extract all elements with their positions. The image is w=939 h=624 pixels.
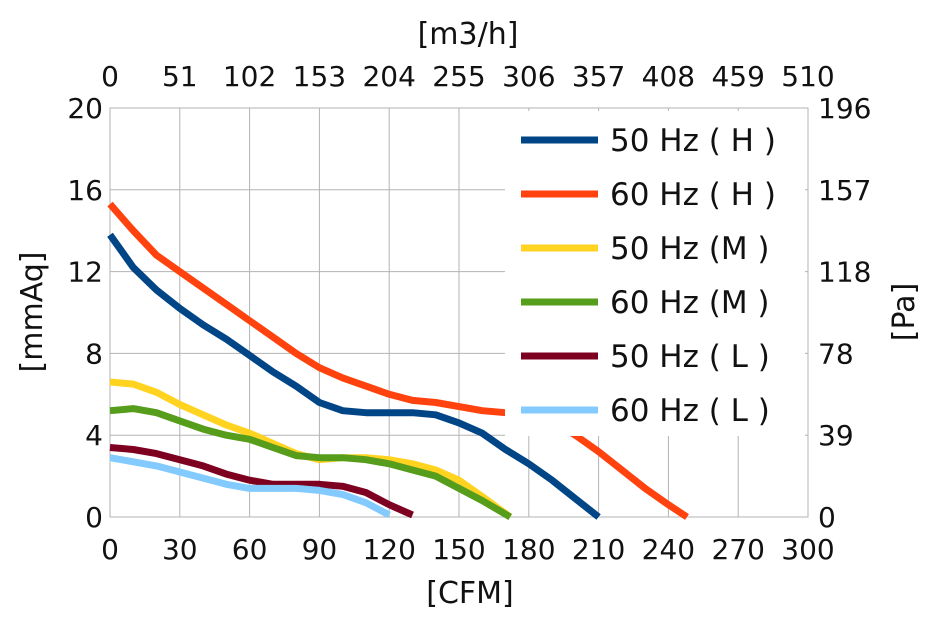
legend-label: 50 Hz ( H )	[610, 123, 776, 159]
series-line-5	[109, 444, 414, 519]
series-line-4	[109, 405, 512, 521]
x-tick-label: 180	[502, 533, 555, 566]
x-tick-label: 120	[362, 533, 415, 566]
series-line-6	[109, 454, 391, 519]
legend-label: 60 Hz ( L )	[610, 393, 770, 429]
x-tick-label: 150	[432, 533, 485, 566]
legend-label: 60 Hz (M )	[610, 285, 770, 321]
x-tick-label: 90	[302, 533, 338, 566]
y-tick-label: 12	[67, 256, 103, 289]
y-axis-title: [mmAq]	[15, 252, 50, 373]
x-tick-label: 300	[781, 533, 834, 566]
series-line-2	[107, 201, 689, 520]
y2-tick-label: 78	[818, 337, 854, 370]
x-tick-label: 60	[232, 533, 268, 566]
x2-tick-label: 459	[711, 60, 764, 93]
plot-frame	[109, 107, 809, 518]
x2-tick-label: 204	[362, 60, 415, 93]
y2-axis-title: [Pa]	[887, 283, 922, 342]
x2-tick-label: 357	[572, 60, 625, 93]
x2-tick-label: 510	[781, 60, 834, 93]
y-tick-label: 20	[67, 92, 103, 125]
x-tick-label: 30	[162, 533, 198, 566]
x-axis-title: [CFM]	[426, 576, 514, 611]
x2-tick-label: 0	[101, 60, 119, 93]
legend: 50 Hz ( H ) 60 Hz ( H ) 50 Hz (M ) 60 Hz (M…	[505, 111, 805, 436]
x2-tick-label: 153	[293, 60, 346, 93]
y2-tick-label: 39	[818, 419, 854, 452]
series-line-1	[107, 232, 601, 520]
legend-label: 50 Hz ( L )	[610, 339, 770, 375]
y-tick-label: 8	[85, 337, 103, 370]
x2-axis-title: [m3/h]	[418, 17, 519, 52]
legend-background	[505, 111, 805, 436]
x2-tick-label: 408	[642, 60, 695, 93]
y-tick-label: 4	[85, 419, 103, 452]
y-tick-label: 16	[67, 174, 103, 207]
series-group	[107, 201, 689, 521]
x-tick-label: 240	[642, 533, 695, 566]
y2-tick-label: 157	[818, 174, 871, 207]
x2-tick-label: 306	[502, 60, 555, 93]
y-tick-label: 0	[85, 501, 103, 534]
x-tick-label: 0	[101, 533, 119, 566]
x-tick-label: 270	[711, 533, 764, 566]
x2-tick-label: 102	[223, 60, 276, 93]
x2-tick-label: 51	[162, 60, 198, 93]
y2-tick-label: 196	[818, 92, 871, 125]
y2-tick-label: 118	[818, 256, 871, 289]
legend-label: 50 Hz (M )	[610, 231, 770, 267]
legend-label: 60 Hz ( H )	[610, 177, 776, 213]
x2-tick-label: 255	[432, 60, 485, 93]
y2-tick-label: 0	[818, 501, 836, 534]
x-tick-label: 210	[572, 533, 625, 566]
